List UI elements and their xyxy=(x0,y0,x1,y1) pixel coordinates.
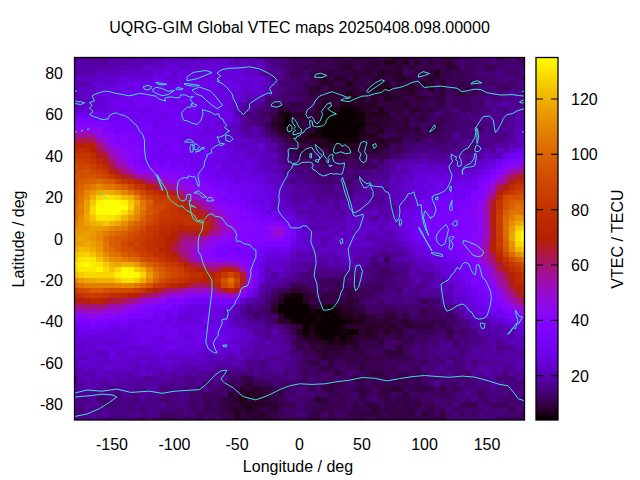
svg-text:40: 40 xyxy=(45,148,63,165)
svg-text:20: 20 xyxy=(571,368,589,385)
svg-text:-50: -50 xyxy=(225,436,248,453)
svg-text:-150: -150 xyxy=(96,436,128,453)
svg-text:0: 0 xyxy=(295,436,304,453)
svg-text:-80: -80 xyxy=(40,396,63,413)
svg-text:40: 40 xyxy=(571,312,589,329)
svg-text:VTEC / TECU: VTEC / TECU xyxy=(609,189,626,288)
svg-text:Latitude / deg: Latitude / deg xyxy=(10,191,27,288)
svg-text:60: 60 xyxy=(45,106,63,123)
svg-text:UQRG-GIM Global VTEC maps 2025: UQRG-GIM Global VTEC maps 20250408.098.0… xyxy=(109,19,490,36)
svg-text:Longitude / deg: Longitude / deg xyxy=(243,458,353,475)
svg-text:-100: -100 xyxy=(158,436,190,453)
svg-text:80: 80 xyxy=(571,202,589,219)
svg-text:100: 100 xyxy=(571,146,598,163)
svg-text:150: 150 xyxy=(474,436,501,453)
svg-text:-20: -20 xyxy=(40,272,63,289)
svg-text:80: 80 xyxy=(45,65,63,82)
svg-text:120: 120 xyxy=(571,91,598,108)
svg-text:-60: -60 xyxy=(40,355,63,372)
svg-text:20: 20 xyxy=(45,189,63,206)
svg-text:0: 0 xyxy=(54,231,63,248)
svg-text:60: 60 xyxy=(571,257,589,274)
svg-text:-40: -40 xyxy=(40,313,63,330)
svg-text:100: 100 xyxy=(411,436,438,453)
svg-text:50: 50 xyxy=(353,436,371,453)
